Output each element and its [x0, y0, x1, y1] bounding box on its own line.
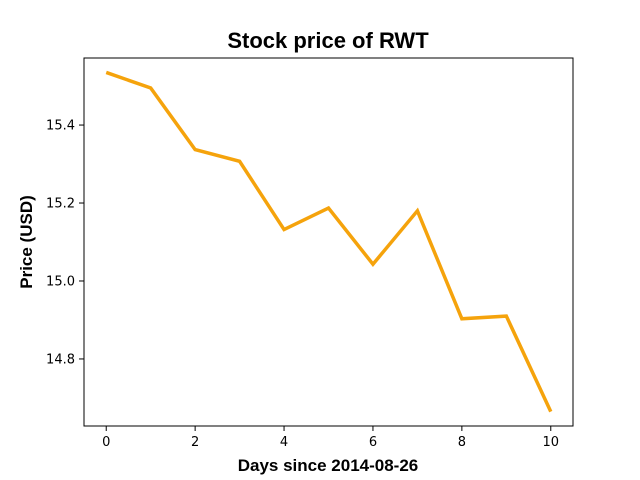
x-tick-label: 6 [369, 435, 377, 450]
plot-frame [83, 57, 574, 427]
y-tick-label: 14.8 [46, 352, 75, 367]
chart-title: Stock price of RWT [227, 28, 429, 53]
x-tick-label: 0 [102, 435, 110, 450]
x-tick-label: 4 [280, 435, 288, 450]
y-tick-label: 15.2 [46, 197, 75, 212]
x-tick-label: 10 [542, 435, 559, 450]
x-axis-title: Days since 2014-08-26 [238, 456, 419, 475]
x-tick-label: 2 [191, 435, 199, 450]
series-line [105, 70, 553, 413]
plot-area: 0 2 4 6 8 10 14.8 15.0 15.2 15.4 [46, 70, 559, 450]
y-tick-label: 15.0 [46, 274, 75, 289]
x-tick-label: 8 [458, 435, 466, 450]
y-axis-title: Price (USD) [17, 195, 36, 289]
y-tick-label: 15.4 [46, 119, 75, 134]
